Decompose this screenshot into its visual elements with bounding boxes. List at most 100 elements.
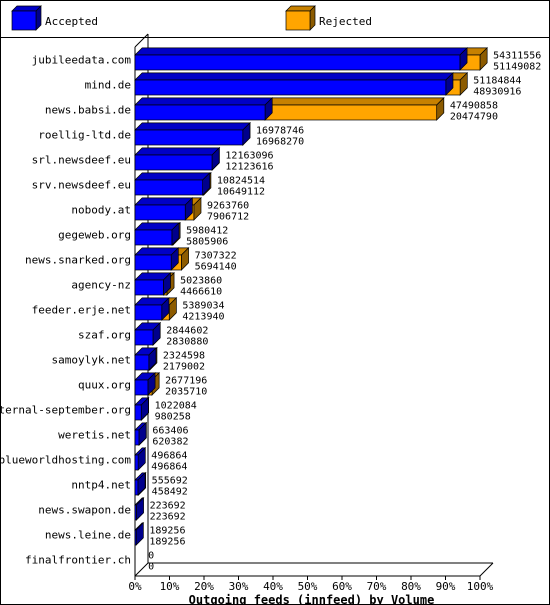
bar-accepted-front [134, 79, 447, 96]
bar-roellig-ltd.de [134, 122, 251, 146]
value-label-accepted: 51149082 [493, 62, 541, 73]
bar-accepted-front [134, 204, 186, 221]
value-label-accepted: 2179002 [163, 362, 205, 373]
bar-rejected-front [264, 104, 438, 121]
x-tick-label: 50% [298, 580, 318, 593]
category-label: news.snarked.org [25, 254, 131, 267]
value-label-offered: 16978746 [256, 126, 304, 137]
bar-weretis.net [134, 422, 148, 446]
legend-accepted-swatch [11, 5, 42, 31]
bar-mind.de [134, 72, 469, 96]
value-label-offered: 0 [148, 551, 154, 562]
x-tick-label: 80% [401, 580, 421, 593]
value-label-offered: 223692 [150, 501, 186, 512]
bar-accepted-side [135, 522, 144, 546]
category-label: szaf.org [78, 329, 131, 342]
bar-accepted-top [134, 97, 274, 106]
category-label: eternal-september.org [1, 404, 131, 417]
bar-quux.org [134, 372, 161, 396]
category-label: agency-nz [71, 279, 131, 292]
value-label-offered: 5023860 [180, 276, 222, 287]
bar-accepted [134, 47, 468, 71]
value-label-offered: 54311556 [493, 51, 541, 62]
legend-rejected-swatch [285, 5, 316, 31]
bar-accepted-side [136, 497, 144, 521]
bar-accepted-top [134, 222, 180, 231]
floor-right-edge [479, 562, 494, 577]
bar-accepted-front [134, 279, 164, 296]
category-label: nobody.at [71, 204, 131, 217]
legend-accepted-label: Accepted [45, 15, 98, 28]
value-label-accepted: 5694140 [195, 262, 237, 273]
bar-accepted-top [134, 72, 454, 81]
bar-accepted [134, 497, 145, 521]
bar-rejected [264, 97, 445, 121]
category-label: srl.newsdeef.eu [32, 154, 131, 167]
bar-accepted-front [134, 104, 266, 121]
bar-accepted [134, 297, 170, 321]
bar-accepted [134, 472, 146, 496]
legend: Accepted Rejected [11, 5, 372, 31]
bar-accepted [134, 222, 180, 246]
bar-accepted-front [134, 154, 213, 171]
category-label: roellig-ltd.de [38, 129, 131, 142]
bar-accepted-front [134, 379, 149, 396]
bar-nntp4.net [134, 472, 147, 496]
x-tick-label: 20% [194, 580, 214, 593]
x-tick-label: 70% [367, 580, 387, 593]
value-label-accepted: 48930916 [473, 87, 521, 98]
value-label-accepted: 458492 [152, 487, 188, 498]
bar-accepted-front [134, 129, 244, 146]
category-label: mind.de [85, 79, 131, 92]
x-tick-label: 40% [263, 580, 283, 593]
value-label-offered: 555692 [152, 476, 188, 487]
value-label-offered: 47490858 [450, 101, 498, 112]
bar-accepted [134, 122, 251, 146]
value-label-accepted: 12123616 [225, 162, 273, 173]
bar-szaf.org [134, 322, 162, 346]
bar-accepted-top [134, 197, 194, 206]
value-label-offered: 1022084 [155, 401, 197, 412]
value-label-offered: 7307322 [195, 251, 237, 262]
bar-accepted-front [134, 429, 140, 446]
value-label-accepted: 5805906 [186, 237, 228, 248]
bar-accepted-top [134, 147, 221, 156]
bar-accepted [134, 197, 194, 221]
bar-accepted-front [134, 529, 137, 546]
bar-blueworldhosting.com [134, 447, 147, 471]
category-label: gegeweb.org [58, 229, 131, 242]
bar-accepted [134, 147, 221, 171]
value-label-offered: 51184844 [473, 76, 521, 87]
bar-accepted [134, 397, 150, 421]
legend-rejected-label: Rejected [319, 15, 372, 28]
bar-accepted-front [134, 329, 154, 346]
x-tick-label: 100% [467, 580, 494, 593]
wall-top-edge [134, 33, 149, 48]
value-label-offered: 2324598 [163, 351, 205, 362]
bars [134, 47, 488, 570]
x-tick-label: 0% [128, 580, 142, 593]
value-label-accepted: 16968270 [256, 137, 304, 148]
category-label: nntp4.net [71, 479, 131, 492]
value-label-accepted: 0 [148, 562, 154, 573]
bar-news.leine.de [134, 522, 145, 546]
bar-rejected-top [264, 97, 445, 106]
value-label-offered: 12163096 [225, 151, 273, 162]
bar-accepted [134, 247, 180, 271]
bar-news.babsi.de [134, 97, 445, 121]
bar-accepted-front [134, 454, 139, 471]
bar-accepted-front [134, 54, 461, 71]
bar-accepted [134, 97, 274, 121]
category-label: feeder.erje.net [32, 304, 131, 317]
bar-accepted [134, 172, 211, 196]
x-tick-label: 60% [332, 580, 352, 593]
floor-left-edge [134, 562, 149, 577]
category-label: finalfrontier.ch [25, 554, 131, 567]
bar-accepted-front [134, 304, 163, 321]
bar-accepted-front [134, 504, 137, 521]
bar-accepted-front [134, 404, 142, 421]
value-label-offered: 9263760 [207, 201, 249, 212]
bar-news.swapon.de [134, 497, 145, 521]
